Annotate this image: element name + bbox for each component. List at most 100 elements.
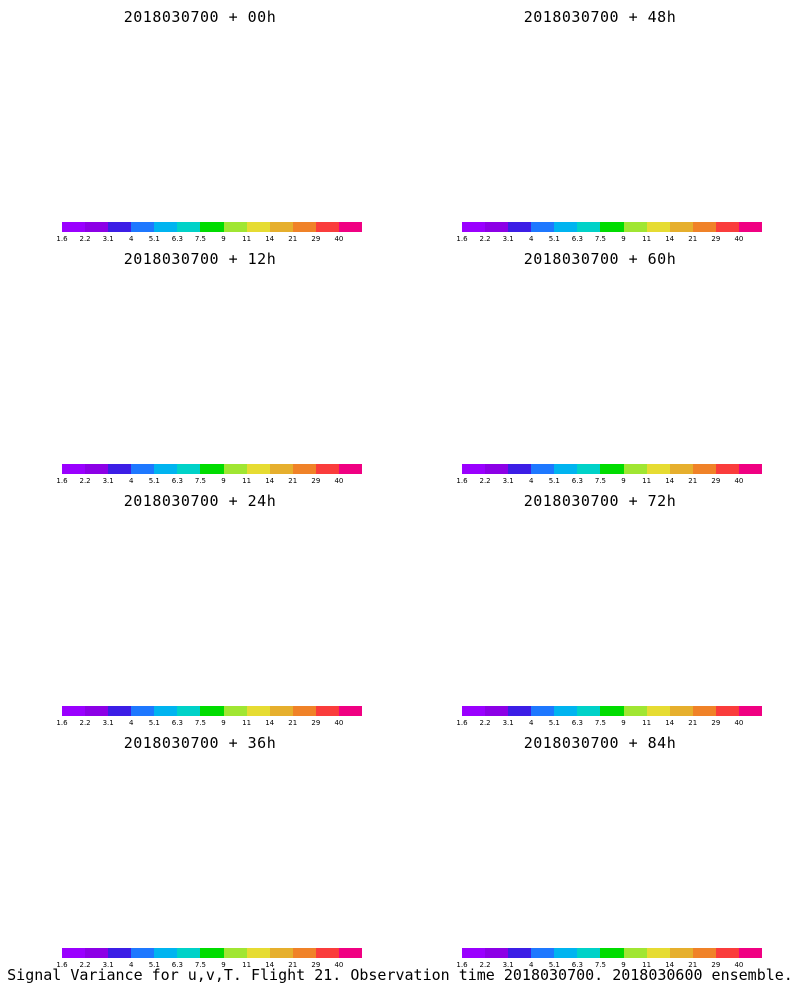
colorbar-tick-label: 21 xyxy=(288,477,298,485)
colorbar-tick-label: 6.3 xyxy=(171,961,183,969)
colorbar-tick-label: 4 xyxy=(528,719,534,727)
colorbar-swatch xyxy=(292,948,316,958)
colorbar-tick-label: 1.6 xyxy=(56,235,68,243)
colorbar-swatch xyxy=(200,464,224,474)
colorbar-tick-label: 11 xyxy=(642,961,652,969)
colorbar-swatch xyxy=(338,948,363,958)
colorbar-swatch xyxy=(508,706,532,716)
colorbar-tick-label: 5.1 xyxy=(148,235,160,243)
colorbar-swatch xyxy=(246,464,270,474)
colorbar-tick-label: 6.3 xyxy=(171,477,183,485)
colorbar-swatch xyxy=(531,706,555,716)
colorbar-swatch xyxy=(223,706,247,716)
colorbar-tick-label: 5.1 xyxy=(548,719,560,727)
colorbar-swatch xyxy=(600,948,624,958)
colorbar-swatch xyxy=(315,464,339,474)
colorbar-swatch xyxy=(692,706,716,716)
colorbar-swatch xyxy=(646,464,670,474)
colorbar-tick-label: 11 xyxy=(242,477,252,485)
colorbar-swatch xyxy=(669,948,693,958)
forecast-panel: 2018030700 + 60h 1.6 2.2 3.1 4 5.1 6.3 7.5 9 11 14… xyxy=(400,242,800,487)
colorbar-tick-label: 5.1 xyxy=(548,235,560,243)
colorbar-swatch xyxy=(338,706,363,716)
coastline xyxy=(50,50,345,153)
colorbar-tick-label: 4 xyxy=(128,477,134,485)
colorbar xyxy=(62,948,363,958)
colorbar-tick-label: 4 xyxy=(528,235,534,243)
colorbar-tick-label: 1.6 xyxy=(56,719,68,727)
colorbar-tick-label: 40 xyxy=(734,235,744,243)
variance-map xyxy=(410,754,780,942)
variance-map xyxy=(10,512,380,700)
colorbar-tick-label: 2.2 xyxy=(479,961,491,969)
colorbar-swatch xyxy=(338,464,363,474)
colorbar-tick-label: 11 xyxy=(242,961,252,969)
colorbar-tick-label: 29 xyxy=(711,235,721,243)
colorbar-tick-label: 1.6 xyxy=(456,477,468,485)
colorbar-swatch xyxy=(715,464,739,474)
colorbar-swatch xyxy=(623,464,647,474)
colorbar-swatch xyxy=(646,222,670,232)
colorbar-swatch xyxy=(531,948,555,958)
variance-map xyxy=(410,28,780,216)
colorbar-tick-label: 3.1 xyxy=(102,961,114,969)
colorbar-tick-label: 21 xyxy=(288,961,298,969)
colorbar-tick-label: 29 xyxy=(311,477,321,485)
colorbar-ticks: 1.6 2.2 3.1 4 5.1 6.3 7.5 9 11 14 21 29 40 xyxy=(56,235,362,245)
colorbar-tick-label: 21 xyxy=(288,235,298,243)
colorbar-tick-label: 14 xyxy=(665,961,675,969)
colorbar-swatch xyxy=(315,706,339,716)
colorbar-tick-label: 9 xyxy=(621,961,626,969)
colorbar-swatch xyxy=(269,464,293,474)
colorbar xyxy=(462,464,763,474)
colorbar-swatch xyxy=(715,222,739,232)
colorbar-tick-label: 3.1 xyxy=(102,719,114,727)
colorbar-swatch xyxy=(738,948,763,958)
colorbar-tick-label: 3.1 xyxy=(102,477,114,485)
colorbar-swatch xyxy=(154,948,178,958)
colorbar-tick-label: 4 xyxy=(128,235,134,243)
colorbar-tick-label: 2.2 xyxy=(79,235,91,243)
forecast-panel: 2018030700 + 72h 1.6 2.2 3.1 4 5.1 6.3 7.5 9 11 14… xyxy=(400,484,800,727)
colorbar-swatch xyxy=(462,948,486,958)
colorbar-tick-label: 6.3 xyxy=(171,719,183,727)
colorbar-tick-label: 7.5 xyxy=(594,477,607,485)
colorbar-tick-label: 3.1 xyxy=(502,477,514,485)
colorbar-tick-label: 1.6 xyxy=(456,961,468,969)
colorbar-swatch xyxy=(554,464,578,474)
colorbar xyxy=(62,222,363,232)
colorbar-swatch xyxy=(623,948,647,958)
colorbar-swatch xyxy=(131,222,155,232)
colorbar-tick-label: 3.1 xyxy=(502,235,514,243)
colorbar-swatch xyxy=(269,222,293,232)
colorbar-swatch xyxy=(462,464,486,474)
colorbar-swatch xyxy=(623,222,647,232)
colorbar-swatch xyxy=(600,222,624,232)
colorbar-ticks: 1.6 2.2 3.1 4 5.1 6.3 7.5 9 11 14 21 29 40 xyxy=(456,477,762,487)
colorbar-tick-label: 29 xyxy=(711,961,721,969)
colorbar-tick-label: 11 xyxy=(642,235,652,243)
colorbar-swatch xyxy=(577,464,601,474)
colorbar-swatch xyxy=(623,706,647,716)
panel-title: 2018030700 + 36h xyxy=(123,734,277,752)
colorbar-swatch xyxy=(246,948,270,958)
colorbar-tick-label: 9 xyxy=(221,961,226,969)
colorbar-swatch xyxy=(715,706,739,716)
colorbar-swatch xyxy=(554,706,578,716)
colorbar-tick-label: 5.1 xyxy=(148,477,160,485)
colorbar-tick-label: 5.1 xyxy=(148,719,160,727)
colorbar-swatch xyxy=(508,464,532,474)
colorbar-swatch xyxy=(200,706,224,716)
colorbar-swatch xyxy=(85,948,109,958)
coastline xyxy=(450,776,745,879)
coastline xyxy=(450,534,745,637)
coastline xyxy=(50,534,345,637)
colorbar-tick-label: 29 xyxy=(311,961,321,969)
colorbar-swatch xyxy=(85,222,109,232)
colorbar-swatch xyxy=(223,222,247,232)
colorbar xyxy=(62,464,363,474)
colorbar-swatch xyxy=(531,464,555,474)
colorbar-swatch xyxy=(154,222,178,232)
colorbar-tick-label: 4 xyxy=(128,961,134,969)
variance-map xyxy=(410,270,780,458)
